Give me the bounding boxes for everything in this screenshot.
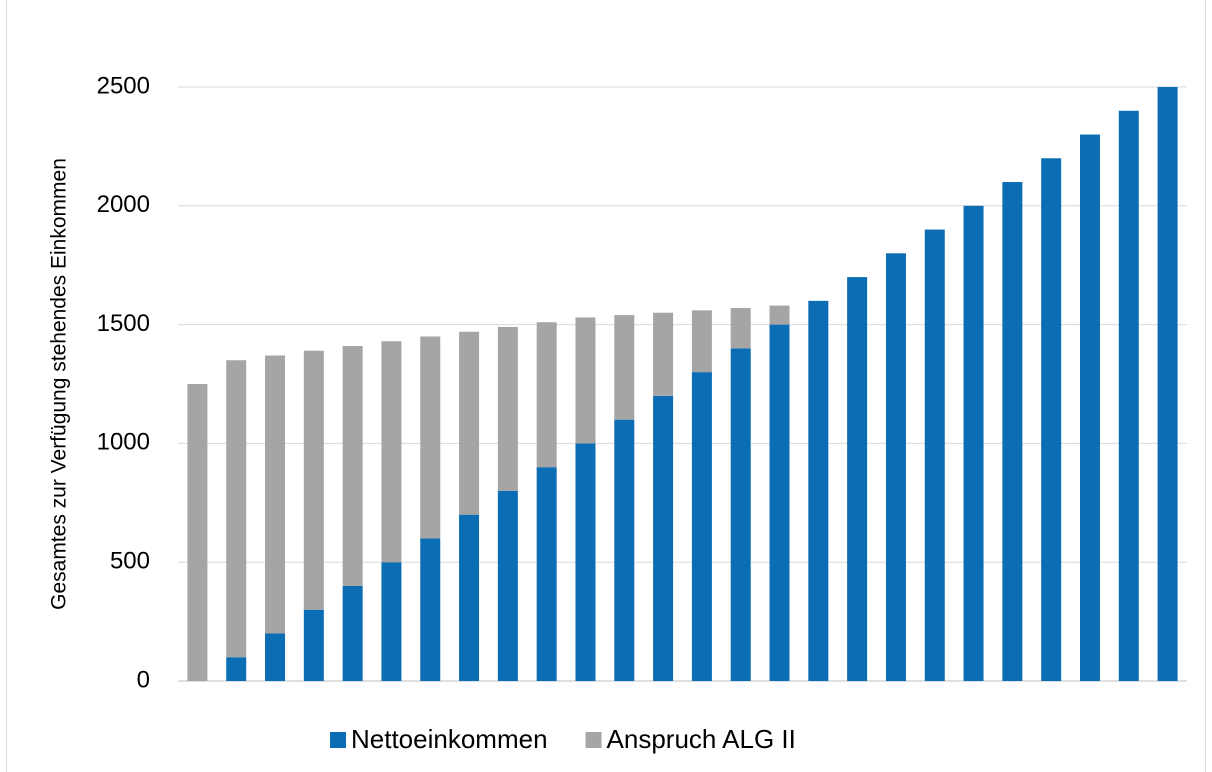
bar-segment xyxy=(536,467,557,681)
bar-segment xyxy=(226,657,247,681)
bar-segment xyxy=(769,324,790,681)
y-tick-label: 2000 xyxy=(97,191,150,218)
bar-segment xyxy=(342,585,363,681)
bar-segment xyxy=(420,538,441,681)
bar-segment xyxy=(808,300,829,681)
bar-segment xyxy=(226,360,247,658)
bar-segment xyxy=(381,562,402,681)
bar-segment xyxy=(1157,87,1178,681)
bar-segment xyxy=(730,307,751,349)
bar-segment xyxy=(497,326,518,491)
bar-segment xyxy=(1041,158,1062,681)
bar-segment xyxy=(265,633,286,681)
y-tick-label: 1000 xyxy=(97,429,150,456)
bar-segment xyxy=(575,317,596,444)
bar-segment xyxy=(381,341,402,563)
y-tick-label: 500 xyxy=(110,548,150,575)
legend-swatch xyxy=(585,732,602,748)
y-tick-label: 1500 xyxy=(97,310,150,337)
chart-border xyxy=(6,0,1206,772)
bar-segment xyxy=(847,277,868,681)
bar-segment xyxy=(1079,134,1100,681)
y-tick-label: 2500 xyxy=(97,72,150,99)
bar-segment xyxy=(653,312,674,396)
bar-segment xyxy=(187,384,208,681)
bar-segment xyxy=(536,322,557,468)
bar-segment xyxy=(614,419,635,681)
bar-segment xyxy=(653,395,674,681)
legend-label: Nettoeinkommen xyxy=(351,724,548,754)
bar-segment xyxy=(575,443,596,681)
bar-segment xyxy=(691,310,712,373)
bar-segment xyxy=(303,609,324,681)
bar-segment xyxy=(730,348,751,681)
y-axis-title: Gesamtes zur Verfügung stehendes Einkomm… xyxy=(48,158,71,610)
bar-segment xyxy=(497,490,518,681)
legend-label: Anspruch ALG II xyxy=(607,724,796,754)
bar-segment xyxy=(420,336,441,539)
legend-swatch xyxy=(330,732,346,748)
bar-segment xyxy=(924,229,945,681)
bar-segment xyxy=(303,350,324,610)
bar-segment xyxy=(1002,182,1023,682)
bar-segment xyxy=(769,305,790,325)
y-tick-label: 0 xyxy=(137,666,150,693)
bar-segment xyxy=(614,315,635,420)
bar-segment xyxy=(1118,110,1139,681)
bar-segment xyxy=(691,372,712,681)
bar-segment xyxy=(459,514,480,681)
bar-segment xyxy=(342,345,363,586)
bar-segment xyxy=(963,205,984,682)
bar-segment xyxy=(265,355,286,634)
bar-segment xyxy=(459,331,480,515)
bar-segment xyxy=(885,253,906,681)
